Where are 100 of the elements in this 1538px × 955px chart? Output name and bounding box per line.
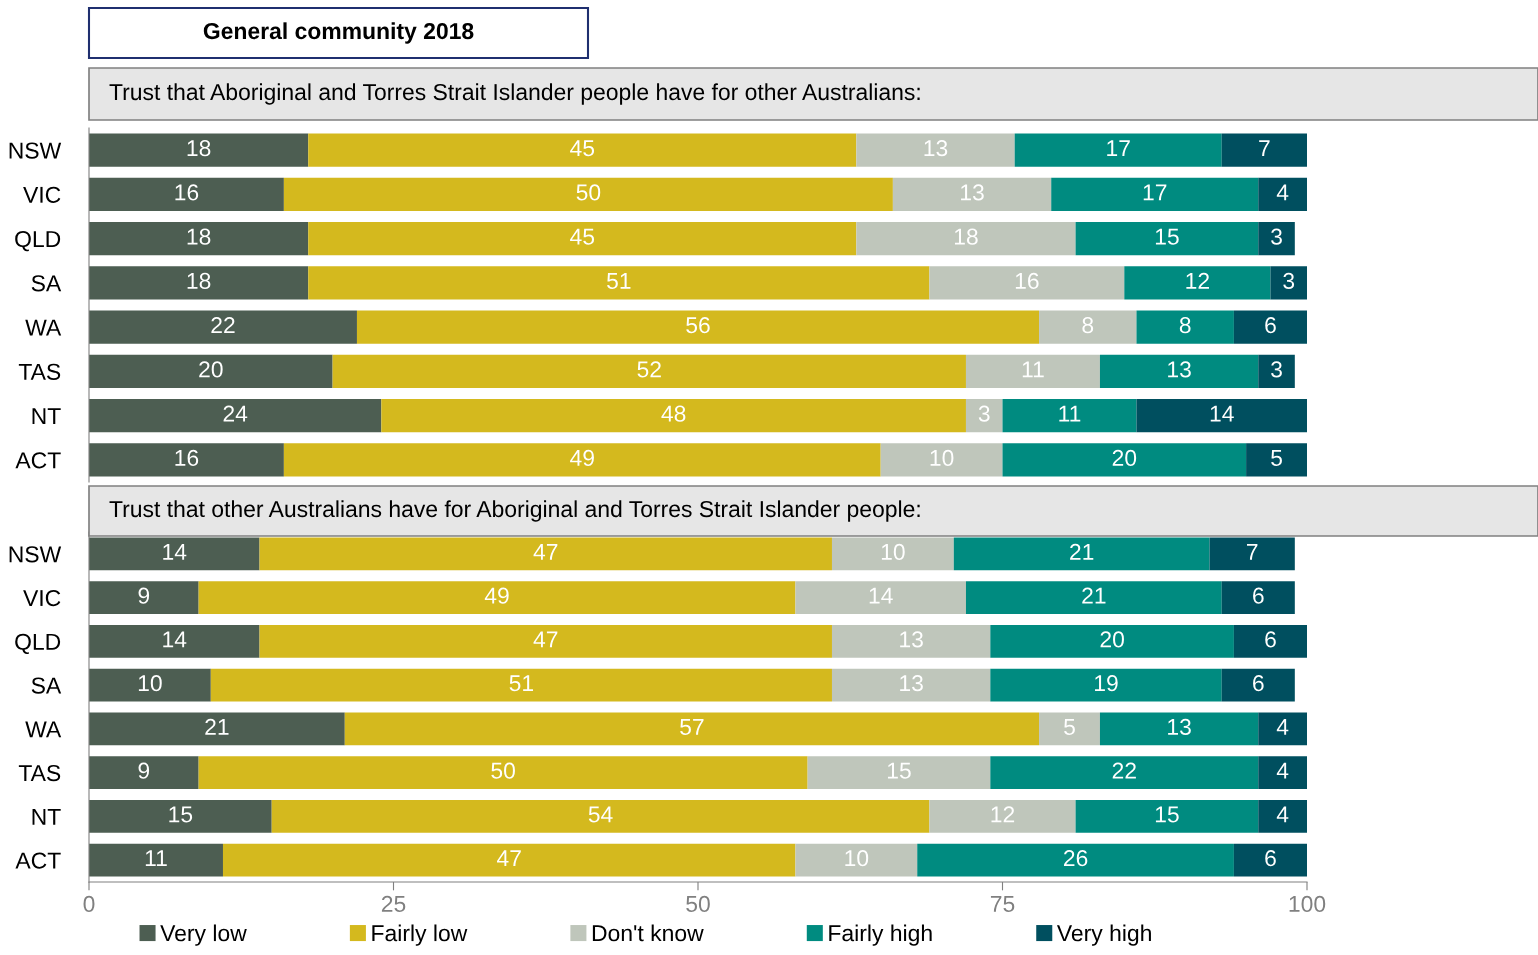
bar — [89, 399, 382, 433]
data-label: 15 — [169, 806, 193, 823]
data-label: 47 — [533, 631, 558, 648]
x-tick-label: 75 — [990, 896, 1015, 913]
y-tick-label: NT — [32, 408, 61, 424]
data-label: 14 — [869, 587, 893, 604]
data-label: 15 — [1155, 228, 1179, 245]
bar — [1014, 133, 1222, 167]
legend-label: Very low — [160, 924, 247, 946]
y-tick-label: ACT — [15, 852, 61, 869]
x-tick-label: 0 — [83, 895, 95, 913]
bar — [222, 843, 796, 877]
bar — [917, 843, 1234, 877]
data-label: 6 — [1265, 850, 1276, 867]
data-label: 16 — [1015, 272, 1039, 290]
bar — [1136, 310, 1234, 344]
data-label: 15 — [887, 762, 911, 779]
y-tick-label: QLD — [15, 230, 61, 252]
bar — [1136, 399, 1307, 433]
bar — [89, 177, 284, 211]
y-tick-label: NSW — [9, 546, 62, 563]
data-label: 4 — [1276, 762, 1289, 779]
y-tick-label: WA — [25, 721, 62, 738]
bar — [1258, 177, 1307, 211]
bar — [356, 310, 1040, 344]
y-tick-label: TAS — [18, 764, 61, 782]
data-label: 18 — [187, 140, 211, 157]
data-label: 24 — [223, 405, 248, 422]
bar — [89, 537, 260, 571]
x-tick-label: 100 — [1289, 895, 1326, 913]
data-label: 7 — [1259, 140, 1270, 157]
y-tick-label: ACT — [15, 452, 61, 469]
bar — [990, 668, 1222, 702]
bar — [990, 624, 1234, 658]
bar — [965, 581, 1222, 615]
data-label: 16 — [175, 449, 199, 467]
data-label: 19 — [1095, 675, 1118, 692]
data-label: 18 — [187, 272, 211, 290]
data-label: 3 — [1271, 228, 1282, 245]
data-label: 17 — [1143, 184, 1167, 201]
data-label: 14 — [163, 631, 187, 648]
data-label: 13 — [900, 631, 923, 648]
y-tick-label: TAS — [18, 363, 61, 380]
y-tick-label: NT — [32, 808, 61, 825]
data-label: 54 — [588, 806, 613, 823]
bar — [89, 133, 309, 167]
x-tick-label: 25 — [381, 895, 406, 913]
bar — [807, 756, 991, 790]
bar — [1002, 399, 1137, 433]
bar — [89, 266, 309, 300]
bar — [953, 537, 1210, 571]
data-label: 45 — [570, 140, 595, 157]
data-label: 50 — [576, 184, 601, 201]
data-label: 8 — [1179, 317, 1191, 334]
bar — [929, 799, 1076, 833]
data-label: 4 — [1276, 806, 1289, 823]
bar — [990, 756, 1259, 790]
data-label: 3 — [978, 405, 990, 422]
data-label: 21 — [205, 718, 229, 735]
chart-subtitle: Trust that other Australians have for Aboriginal and Torres Strait Islander people: — [109, 500, 920, 522]
bar — [89, 843, 223, 877]
bar — [1124, 266, 1271, 300]
bar — [1051, 177, 1259, 211]
chart-subtitle: Trust that Aboriginal and Torres Strait Islander people have for other Australians: — [109, 83, 920, 105]
data-label: 14 — [163, 544, 187, 560]
data-label: 5 — [1271, 450, 1282, 467]
bar — [89, 581, 199, 615]
data-label: 21 — [1070, 543, 1094, 560]
bar — [89, 443, 284, 477]
bar — [381, 399, 966, 433]
data-label: 13 — [1168, 718, 1191, 736]
bar — [89, 222, 309, 256]
y-tick-label: NSW — [9, 142, 62, 159]
data-label: 7 — [1246, 544, 1258, 560]
bar — [198, 581, 796, 615]
bar — [965, 399, 1003, 433]
bar — [1221, 668, 1295, 702]
data-label: 6 — [1253, 675, 1264, 692]
bar — [1039, 310, 1137, 344]
data-label: 13 — [924, 140, 948, 157]
data-label: 17 — [1107, 140, 1130, 157]
bar — [89, 624, 260, 658]
bar — [1075, 799, 1259, 833]
bar — [1099, 712, 1259, 746]
data-label: 20 — [199, 361, 223, 378]
data-label: 22 — [1112, 762, 1136, 779]
x-tick-label: 50 — [686, 895, 710, 913]
bar — [929, 266, 1125, 300]
data-label: 15 — [1155, 806, 1179, 823]
data-label: 4 — [1276, 719, 1289, 735]
data-label: 12 — [991, 806, 1015, 823]
y-tick-label: VIC — [23, 186, 61, 203]
data-label: 8 — [1082, 317, 1094, 334]
bar — [1258, 756, 1307, 790]
bar — [89, 310, 357, 344]
data-label: 6 — [1253, 587, 1264, 604]
data-label: 11 — [1022, 361, 1044, 378]
data-label: 5 — [1064, 719, 1075, 736]
data-label: 49 — [484, 587, 509, 604]
bar — [308, 266, 930, 300]
